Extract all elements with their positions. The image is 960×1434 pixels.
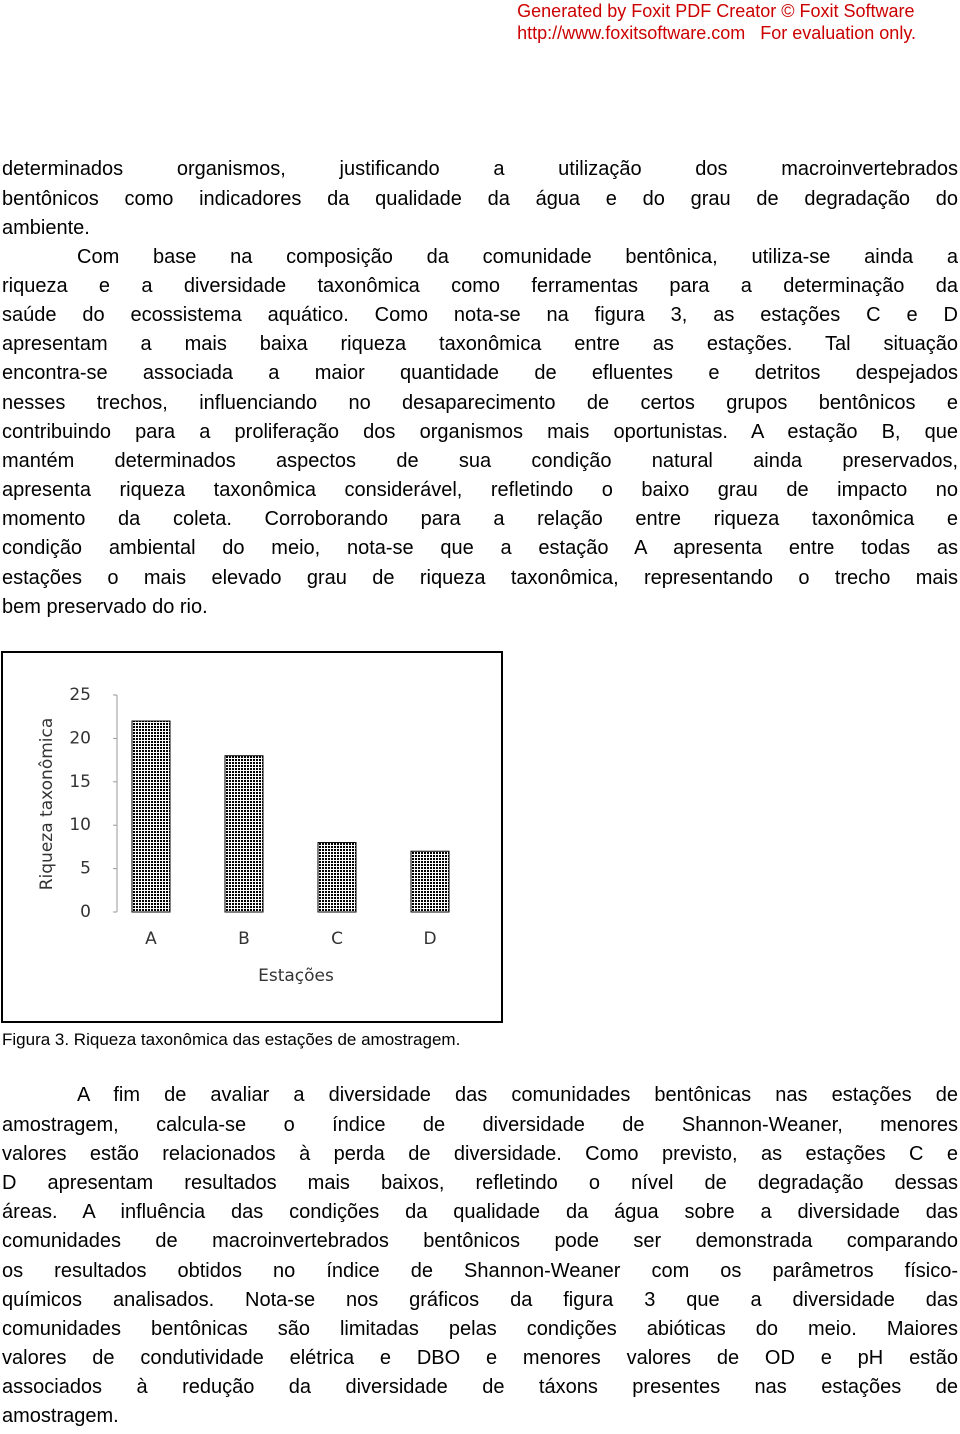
text-line: condição ambiental do meio, nota-se que … bbox=[2, 537, 958, 560]
x-tick-label: A bbox=[145, 929, 157, 949]
text-line: D apresentam resultados mais baixos, ref… bbox=[2, 1171, 958, 1194]
text-line: apresentam a mais baixa riqueza taxonômi… bbox=[2, 333, 958, 356]
text-line: Com base na composição da comunidade ben… bbox=[77, 245, 958, 268]
text-line: valores de condutividade elétrica e DBO … bbox=[2, 1347, 958, 1370]
text-line: determinados organismos, justificando a … bbox=[2, 158, 958, 181]
text-line: comunidades de macroinvertebrados bentôn… bbox=[2, 1230, 958, 1253]
text-line: químicos analisados. Nota-se nos gráfico… bbox=[2, 1288, 958, 1311]
x-axis-label: Estações bbox=[258, 966, 334, 986]
text-line: contribuindo para a proliferação dos org… bbox=[2, 420, 958, 443]
text-line: os resultados obtidos no índice de Shann… bbox=[2, 1259, 958, 1282]
text-line: encontra-se associada a maior quantidade… bbox=[2, 362, 958, 385]
y-tick-label: 0 bbox=[80, 902, 91, 922]
chart-frame bbox=[1, 651, 503, 1023]
x-tick-label: D bbox=[423, 929, 436, 949]
chart: Estações Riqueza taxonômica 0 5 10 15 20 25 A B… bbox=[1, 651, 503, 1023]
text-line: momento da coleta. Corroborando para a r… bbox=[2, 508, 958, 531]
watermark-line: http://www.foxitsoftware.com For evaluat… bbox=[517, 23, 916, 43]
text-line: riqueza e a diversidade taxonômica como … bbox=[2, 274, 958, 297]
text-line: amostragem. bbox=[2, 1405, 119, 1428]
bar bbox=[131, 720, 171, 913]
bar bbox=[410, 850, 450, 913]
y-tick-label: 20 bbox=[69, 728, 91, 748]
paragraph: A fim de avaliar a diversidade das comun… bbox=[2, 1081, 958, 1431]
watermark: Generated by Foxit PDF Creator © Foxit S… bbox=[517, 0, 916, 44]
text-line: saúde do ecossistema aquático. Como nota… bbox=[2, 303, 958, 326]
y-axis-label: Riqueza taxonômica bbox=[37, 718, 57, 891]
text-line: estações o mais elevado grau de riqueza … bbox=[2, 566, 958, 589]
watermark-line: Generated by Foxit PDF Creator © Foxit S… bbox=[517, 1, 915, 21]
text-line: bentônicos como indicadores da qualidade… bbox=[2, 187, 958, 210]
text-line: comunidades bentônicas são limitadas pel… bbox=[2, 1317, 958, 1340]
text-line: apresenta riqueza taxonômica consideráve… bbox=[2, 479, 958, 502]
text-line: bem preservado do rio. bbox=[2, 595, 208, 618]
y-tick-label: 25 bbox=[69, 685, 91, 705]
text-line: amostragem, calcula-se o índice de diver… bbox=[2, 1113, 958, 1136]
paragraph: determinados organismos, justificando a … bbox=[2, 155, 958, 243]
y-tick-label: 5 bbox=[80, 859, 91, 879]
bar bbox=[224, 755, 264, 913]
text-line: associados à redução da diversidade de t… bbox=[2, 1376, 958, 1399]
bar bbox=[317, 842, 357, 913]
x-tick-label: B bbox=[238, 929, 250, 949]
y-tick-label: 10 bbox=[69, 815, 91, 835]
x-tick-label: C bbox=[331, 929, 343, 949]
text-line: ambiente. bbox=[2, 216, 90, 239]
figure-caption: Figura 3. Riqueza taxonômica das estaçõe… bbox=[2, 1030, 461, 1049]
text-line: mantém determinados aspectos de sua cond… bbox=[2, 449, 958, 472]
text-line: valores estão relacionados à perda de di… bbox=[2, 1142, 958, 1165]
text-line: A fim de avaliar a diversidade das comun… bbox=[77, 1084, 958, 1107]
paragraph: Com base na composição da comunidade ben… bbox=[2, 243, 958, 622]
y-tick-label: 15 bbox=[69, 772, 91, 792]
text-line: áreas. A influência das condições da qua… bbox=[2, 1201, 958, 1224]
text-line: nesses trechos, influenciando no desapar… bbox=[2, 391, 958, 414]
